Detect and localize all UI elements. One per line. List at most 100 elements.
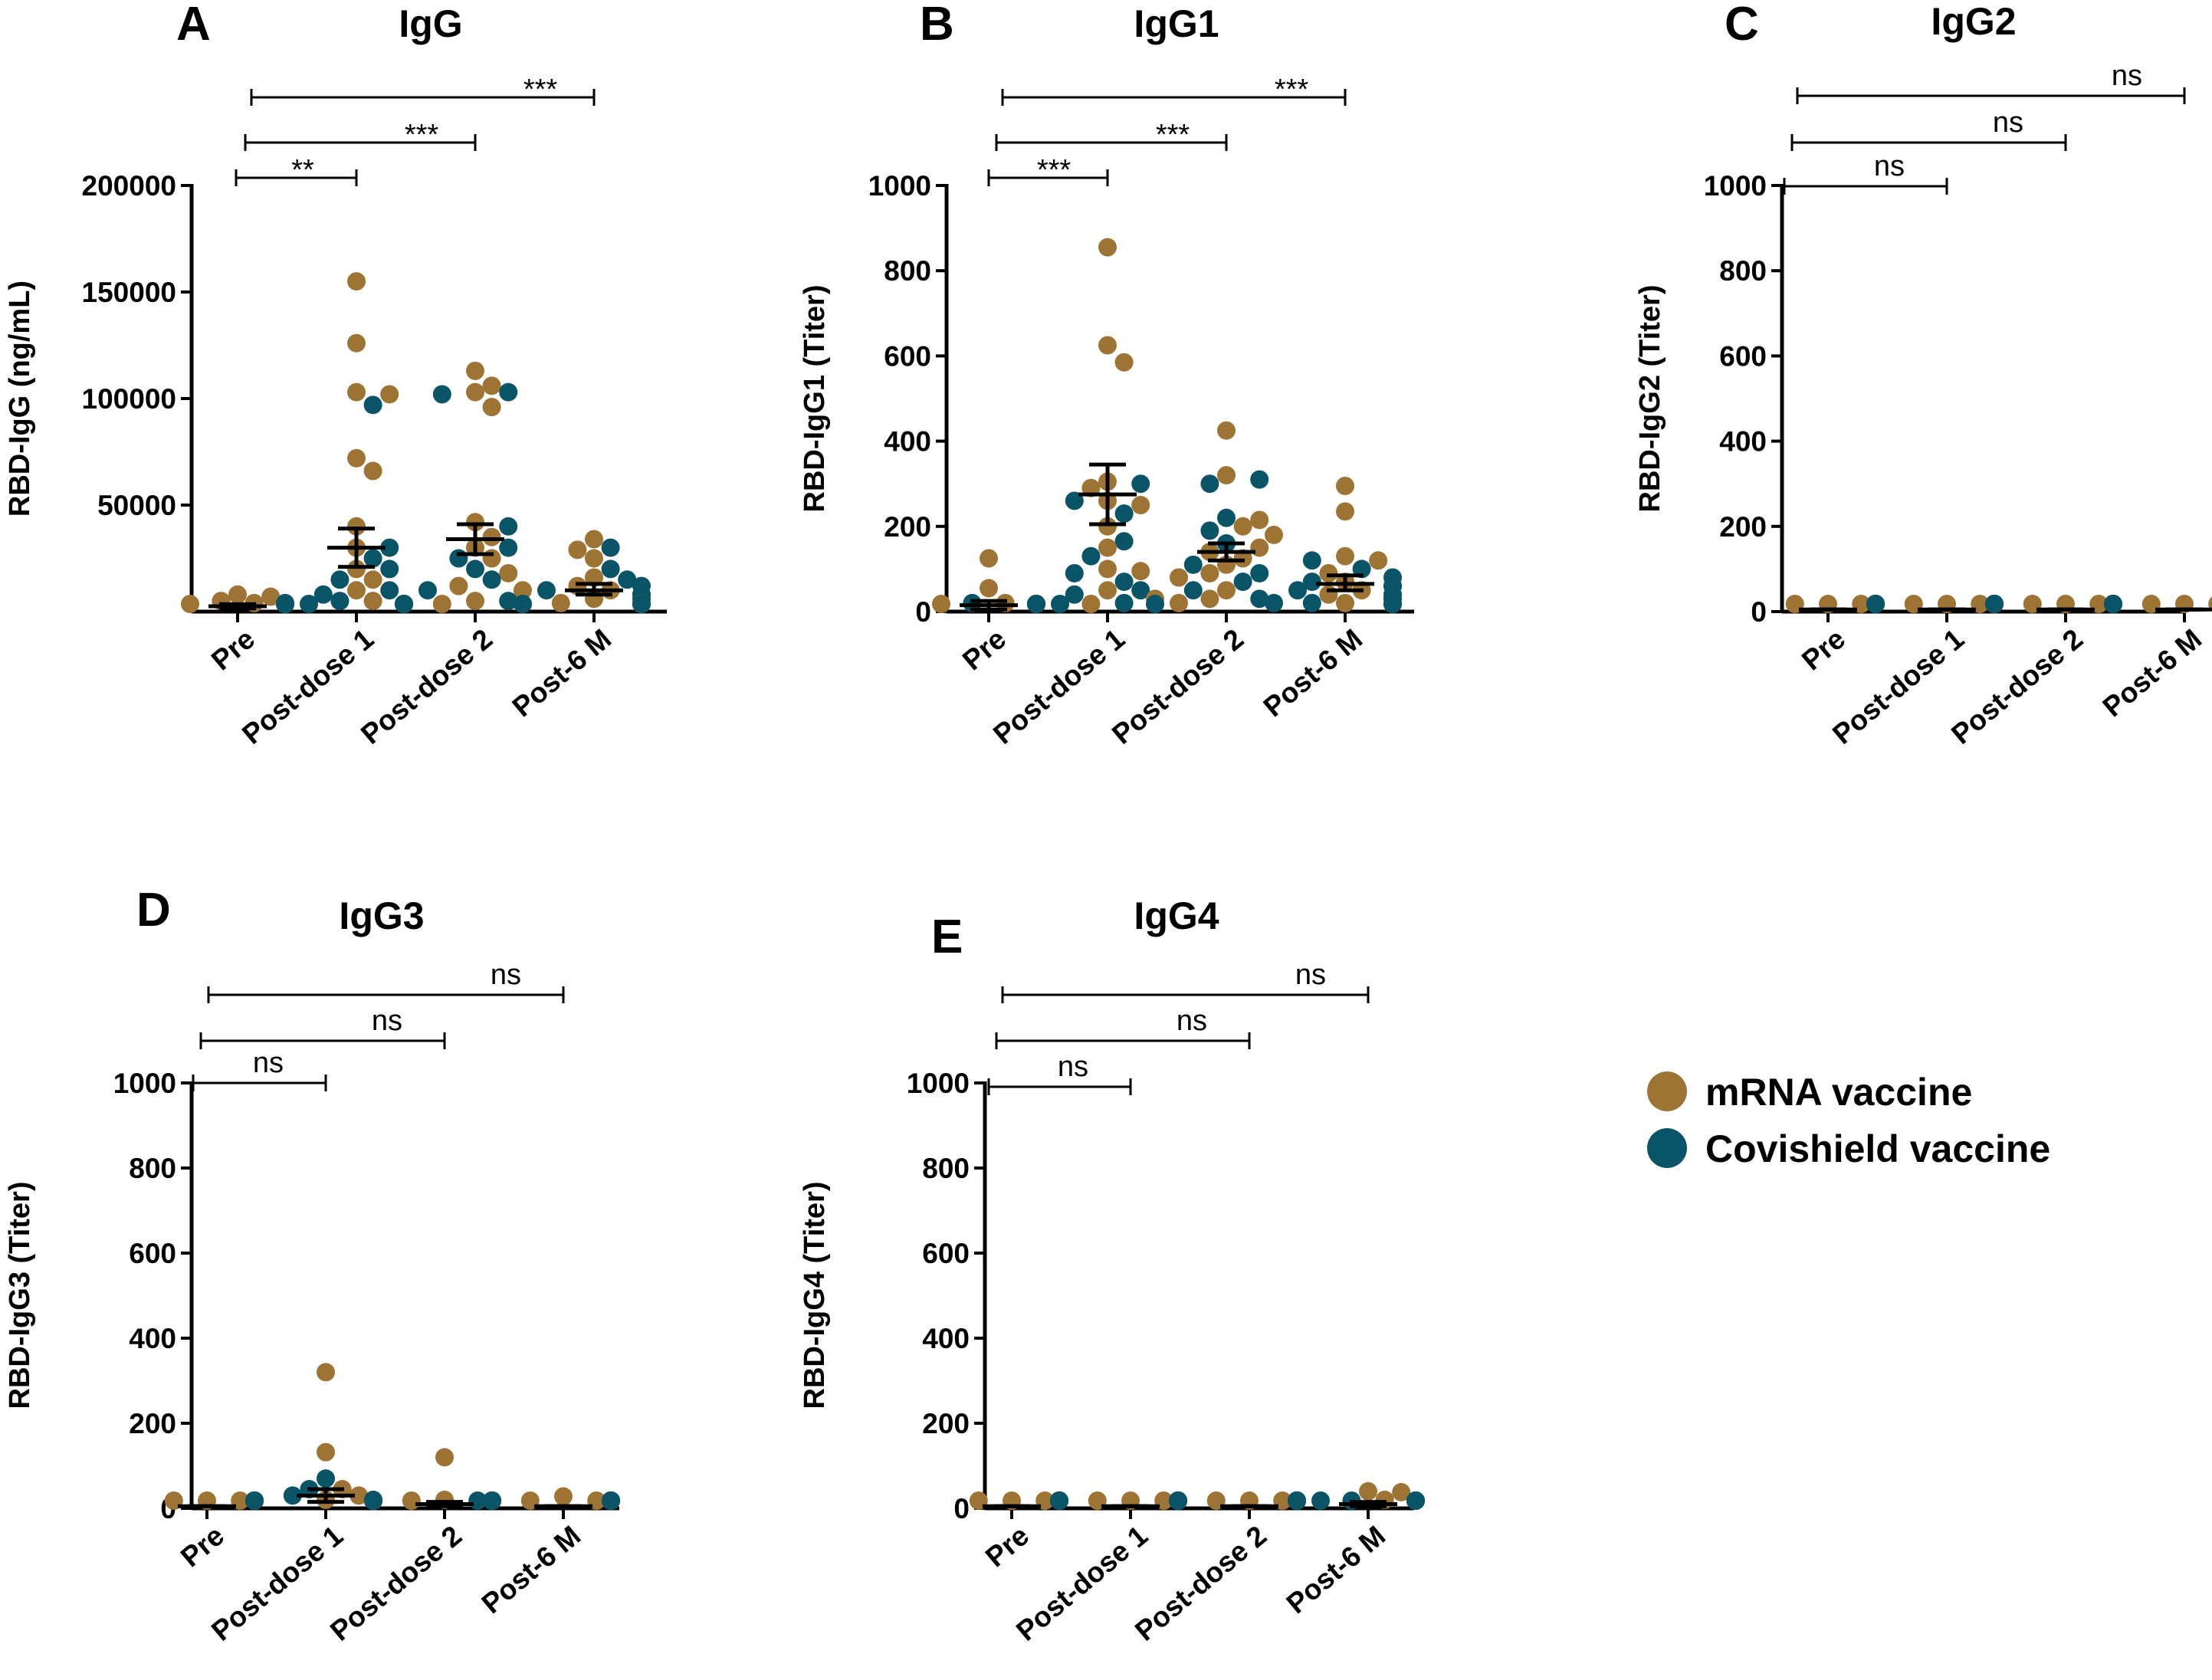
data-point-covishield [514,595,532,613]
sig-label: *** [405,119,439,151]
sig-label: ns [1874,150,1905,182]
data-point-covishield [499,592,518,611]
data-point-covishield [300,595,318,613]
data-point-mrna [347,559,366,579]
data-point-covishield [483,1491,501,1510]
panel-letter: D [136,884,171,937]
data-point-covishield [1383,595,1402,613]
data-point-mrna [347,272,366,291]
data-point-mrna [432,595,451,613]
y-axis-label: RBD-IgG3 (Titer) [4,1182,36,1409]
data-point-mrna [1217,466,1236,485]
data-point-mrna [1098,336,1117,355]
data-point-mrna [402,1491,421,1510]
data-point-mrna [482,549,501,568]
data-point-mrna [1217,421,1236,440]
data-point-covishield [1065,585,1084,604]
y-tick-label: 800 [922,1153,970,1184]
data-point-mrna [1336,476,1354,495]
data-point-covishield [1131,581,1150,600]
data-point-covishield [1114,532,1134,551]
data-point-covishield [1288,581,1307,600]
sig-label: ns [1177,1005,1207,1037]
y-tick-label: 600 [884,340,931,372]
data-point-mrna [1217,581,1236,600]
sig-label: ns [491,959,521,991]
data-point-covishield [1250,563,1269,582]
data-point-mrna [347,448,366,468]
data-point-mrna [466,513,484,532]
y-tick-label: 1000 [113,1068,176,1099]
y-tick-label: 600 [129,1238,176,1269]
panel-letter: E [931,911,963,963]
data-point-mrna [261,587,281,606]
data-point-mrna [1369,551,1388,570]
data-point-covishield [1169,1491,1187,1510]
y-tick-label: 200 [129,1408,176,1439]
y-tick-label: 1000 [1704,170,1767,202]
data-point-covishield [1146,595,1164,613]
data-point-covishield [602,1491,620,1510]
data-point-mrna [980,579,998,598]
y-axis-label: RBD-IgG2 (Titer) [1634,285,1666,513]
y-tick-label: 600 [1719,340,1767,372]
data-point-covishield [537,581,556,600]
data-point-mrna [1170,568,1188,587]
data-point-mrna [514,581,532,600]
data-point-covishield [380,559,399,579]
sig-label: *** [1037,154,1072,186]
sig-label: ns [2112,60,2142,92]
data-point-mrna [932,595,950,613]
data-point-covishield [1302,551,1321,570]
data-point-mrna [435,1448,454,1467]
data-point-covishield [601,559,620,579]
y-tick-label: 600 [922,1238,970,1269]
y-axis-label: RBD-IgG (ng/mL) [4,281,36,517]
data-point-covishield [499,382,518,402]
data-point-covishield [395,595,413,613]
data-point-covishield [1288,1491,1306,1510]
data-point-covishield [1406,1491,1425,1510]
data-point-covishield [1081,546,1101,566]
data-point-covishield [363,549,382,568]
data-point-covishield [1217,508,1236,527]
data-point-mrna [350,1486,369,1505]
data-point-mrna [1265,525,1283,544]
y-tick-label: 800 [884,255,931,287]
legend-label-covishield: Covishield vaccine [1705,1127,2050,1170]
data-point-mrna [363,570,382,589]
data-point-covishield [618,570,637,589]
y-tick-label: 200000 [82,170,176,202]
data-point-mrna [363,461,382,481]
data-point-covishield [499,538,518,557]
data-point-covishield [482,570,501,589]
data-point-covishield [1265,593,1283,612]
y-tick-label: 150000 [82,277,176,308]
sig-label: ns [253,1047,284,1079]
data-point-covishield [1200,521,1219,540]
data-point-mrna [347,517,366,536]
data-point-covishield [466,559,484,579]
data-point-covishield [1183,581,1203,600]
sig-label: ns [1058,1051,1088,1083]
sig-label: ns [1295,959,1326,991]
y-axis-label: RBD-IgG4 (Titer) [799,1182,831,1409]
y-tick-label: 100000 [82,383,176,415]
y-tick-label: 1000 [907,1068,970,1099]
legend-marker-covishield [1647,1128,1687,1168]
data-point-mrna [1233,517,1252,536]
data-point-mrna [347,382,366,402]
data-point-mrna [347,333,366,353]
data-point-mrna [980,549,998,568]
data-point-mrna [181,595,199,613]
y-tick-label: 200 [1719,511,1767,543]
data-point-covishield [1027,595,1045,613]
data-point-mrna [482,527,501,546]
data-point-covishield [418,581,437,600]
data-point-covishield [449,549,468,568]
data-point-covishield [283,1486,302,1505]
data-point-covishield [1985,595,2004,613]
data-point-covishield [1250,470,1269,489]
y-tick-label: 0 [1751,596,1767,628]
